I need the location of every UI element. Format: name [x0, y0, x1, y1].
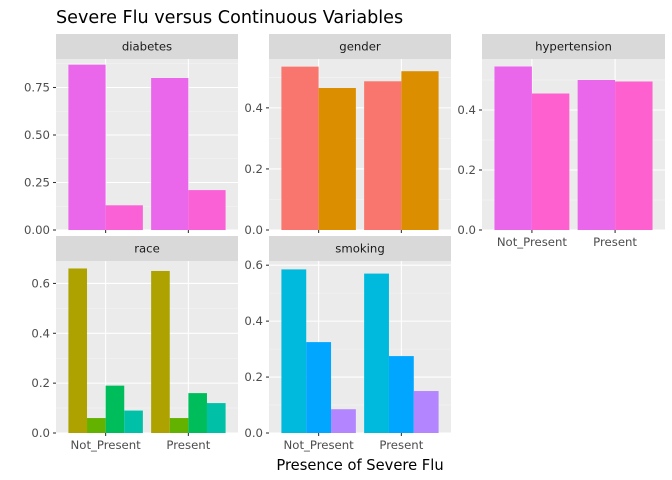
bar-race-Not_Present-1 — [68, 268, 88, 433]
y-tick-label: 0.4 — [244, 314, 263, 328]
bar-race-Not_Present-3 — [105, 385, 125, 433]
bar-race-Present-1 — [151, 270, 170, 433]
plot-title: Severe Flu versus Continuous Variables — [56, 8, 403, 28]
facet-panels: diabetes0.000.250.500.75gender0.00.20.4h… — [24, 34, 665, 452]
bar-race-Present-3 — [188, 393, 207, 433]
bar-diabetes-Present-1 — [151, 78, 189, 230]
y-tick-label: 0.2 — [244, 162, 263, 176]
bar-hypertension-Present-1 — [577, 80, 616, 230]
facet-panel-smoking: smoking 0.0 0.2 0.4 0.6 Not_Present Present — [244, 236, 451, 452]
bar-gender-Present-1 — [364, 81, 402, 230]
facet-strip-hypertension — [482, 34, 665, 59]
bar-race-Not_Present-4 — [124, 410, 143, 433]
bar-race-Not_Present-2 — [87, 418, 106, 433]
bar-smoking-Not_Present-1 — [281, 269, 307, 433]
y-tick-label: 0.0 — [244, 223, 263, 237]
y-tick-label: 0.2 — [457, 163, 476, 177]
x-tick-label: Present — [166, 438, 210, 452]
facet-strip-gender — [269, 34, 451, 59]
bar-hypertension-Present-2 — [615, 81, 653, 230]
bar-hypertension-Not_Present-2 — [531, 93, 570, 230]
y-tick-label: 0.0 — [457, 223, 476, 237]
facet-panel-hypertension: hypertension 0.0 0.2 0.4 Not_Present Present — [457, 34, 665, 249]
facet-strip-label: smoking — [335, 242, 384, 256]
y-tick-label: 0.75 — [24, 81, 50, 95]
facet-strip-label: race — [134, 242, 160, 256]
y-tick-label: 0.4 — [244, 101, 263, 115]
y-tick-label: 0.6 — [244, 258, 263, 272]
x-tick-label: Present — [593, 235, 637, 249]
bar-diabetes-Not_Present-1 — [68, 64, 106, 230]
y-tick-label: 0.00 — [24, 223, 50, 237]
facet-strip-label: gender — [339, 40, 381, 54]
x-axis-title: Presence of Severe Flu — [276, 457, 443, 474]
bar-diabetes-Present-2 — [188, 190, 226, 230]
y-tick-label: 0.4 — [31, 326, 50, 340]
y-tick-label: 0.0 — [244, 426, 263, 440]
y-tick-label: 0.2 — [244, 370, 263, 384]
facet-strip-label: diabetes — [122, 40, 172, 54]
x-tick-label: Not_Present — [284, 438, 355, 452]
facet-panel-race: race 0.0 0.2 0.4 0.6 Not_Present Present — [31, 236, 238, 452]
bar-race-Present-2 — [169, 418, 189, 433]
facet-strip-diabetes — [56, 34, 238, 59]
bar-hypertension-Not_Present-1 — [494, 66, 532, 230]
bar-smoking-Present-2 — [388, 356, 414, 433]
y-tick-label: 0.50 — [24, 128, 50, 142]
bar-gender-Present-2 — [401, 71, 439, 230]
y-tick-label: 0.6 — [31, 276, 50, 290]
bar-smoking-Not_Present-3 — [331, 409, 356, 433]
y-tick-label: 0.25 — [24, 176, 50, 190]
bar-gender-Not_Present-2 — [318, 88, 356, 230]
facet-strip-race — [56, 236, 238, 261]
bar-smoking-Not_Present-2 — [306, 342, 332, 433]
facet-panel-diabetes: diabetes 0.00 0.25 0.50 0.75 — [24, 34, 238, 237]
facet-strip-label: hypertension — [535, 40, 612, 54]
y-tick-label: 0.0 — [31, 426, 50, 440]
x-tick-label: Present — [379, 438, 423, 452]
y-tick-label: 0.2 — [31, 376, 50, 390]
y-tick-label: 0.4 — [457, 103, 476, 117]
bar-race-Present-4 — [206, 403, 226, 433]
bar-smoking-Present-3 — [413, 391, 439, 433]
bar-smoking-Present-1 — [364, 273, 389, 433]
x-tick-label: Not_Present — [497, 235, 568, 249]
bar-diabetes-Not_Present-2 — [105, 205, 143, 230]
facet-panel-gender: gender 0.0 0.2 0.4 — [244, 34, 451, 237]
bar-gender-Not_Present-1 — [281, 66, 319, 230]
x-tick-label: Not_Present — [71, 438, 142, 452]
facet-strip-smoking — [269, 236, 451, 261]
